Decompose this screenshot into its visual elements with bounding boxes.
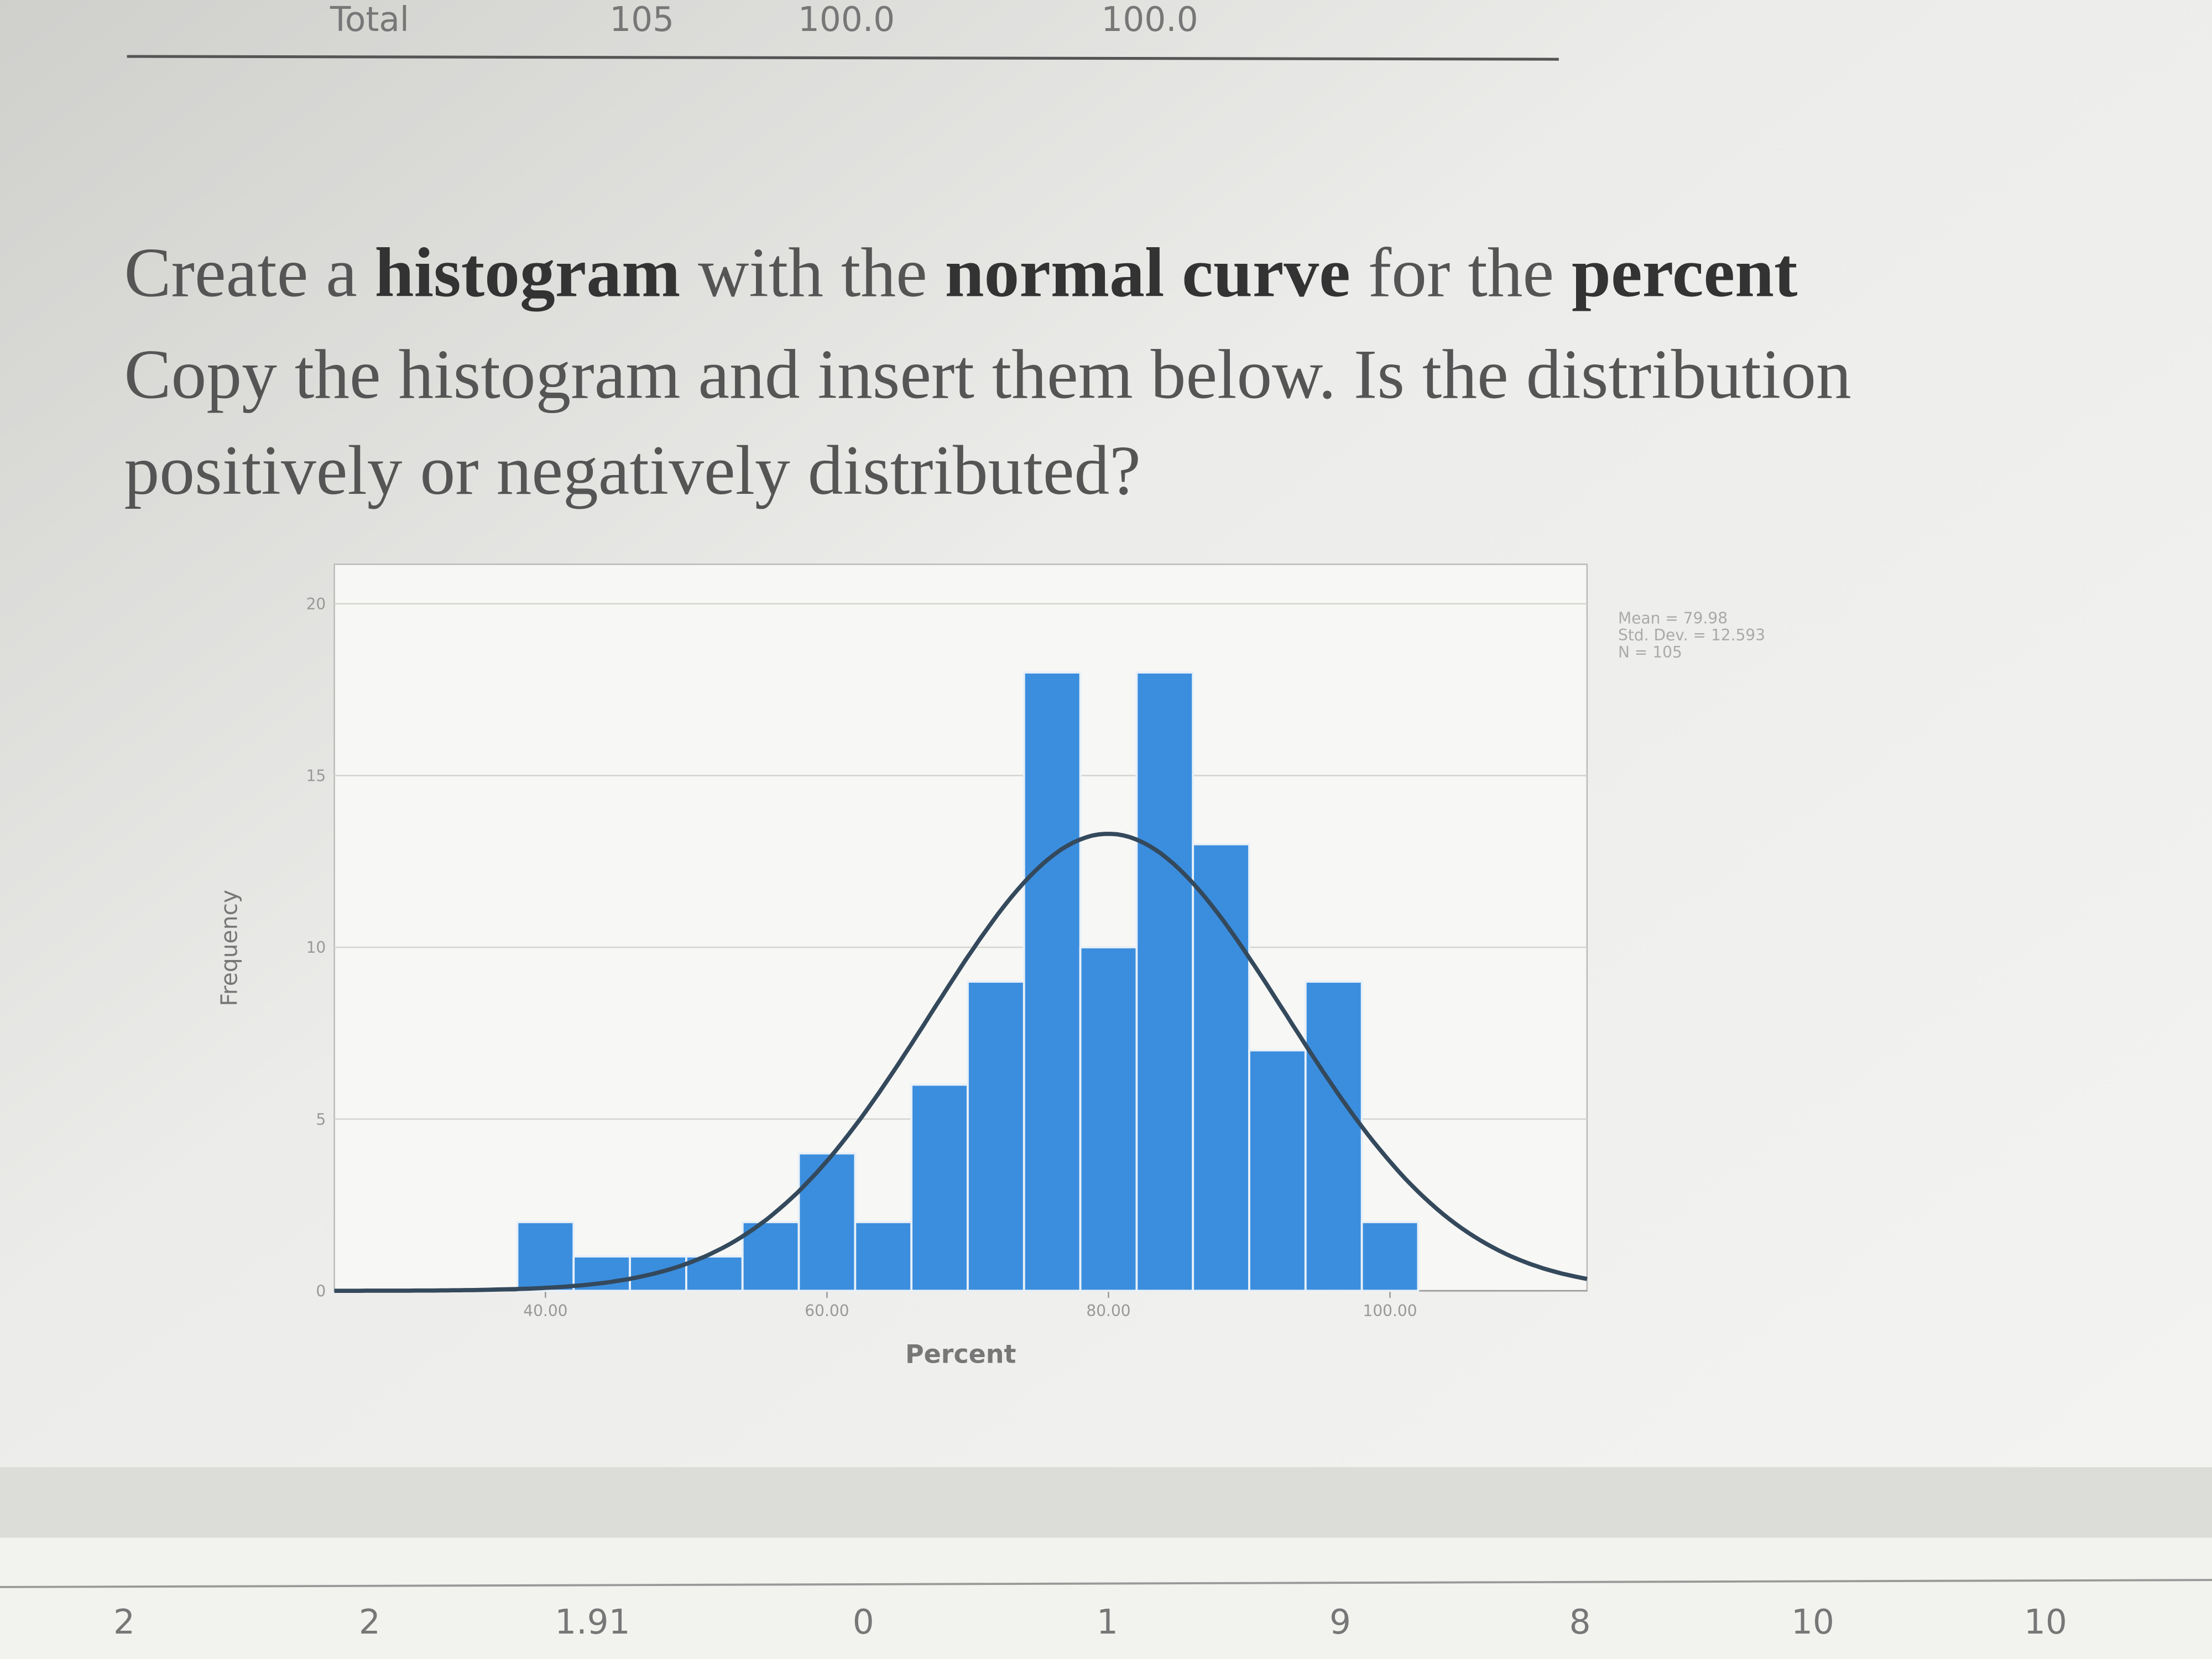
table-rule [127,55,1559,61]
question-text: for the [1350,233,1572,312]
question-line: Create a histogram with the normal curve… [124,233,1797,312]
table-cell: 1 [1097,1603,1118,1642]
table-cell: 0 [853,1603,874,1642]
y-tick-label: 15 [306,767,326,785]
x-axis-label: Percent [905,1339,1016,1369]
question-text: positively or negatively distributed? [124,431,1140,509]
table-cell: 100.0 [1101,0,1198,39]
y-tick-label: 5 [316,1110,326,1129]
table-cell: 2 [113,1603,135,1642]
histogram-bar [967,980,1025,1292]
table-cell: 10 [1791,1603,1834,1642]
question-text: histogram [375,233,681,312]
histogram-bar [910,1083,969,1292]
histogram-bar [1360,1221,1420,1292]
x-tick-label: 40.00 [523,1302,567,1320]
stats-label: Mean = 79.98 [1618,609,1728,628]
question-line: Copy the histogram and insert them below… [124,335,1851,413]
histogram-bar [797,1152,857,1292]
table-cell: 2 [359,1603,380,1642]
table-cell: 1.91 [555,1603,630,1642]
histogram-bar [1022,671,1082,1292]
y-axis-label: Frequency [216,890,243,1006]
histogram-bar [1079,946,1138,1292]
table-cell: 105 [609,0,674,39]
table-cell: Total [330,0,409,39]
histogram-bar [1304,980,1363,1292]
table-cell: 10 [2024,1603,2067,1642]
stats-label: N = 105 [1618,643,1682,661]
lower-table [0,1537,2212,1659]
x-tick-label: 100.00 [1363,1302,1417,1320]
normal-curve [334,832,1588,1293]
stats-label: Std. Dev. = 12.593 [1618,626,1765,644]
x-tick-label: 80.00 [1086,1302,1130,1320]
table-cell: 9 [1329,1603,1351,1642]
page-gap [0,1467,2212,1538]
histogram-bar [516,1221,575,1292]
y-tick-label: 0 [316,1282,326,1300]
histogram-bar [1248,1049,1307,1292]
question-text: Copy the histogram and insert them below… [124,335,1851,413]
question-text: normal curve [945,233,1350,312]
question-text: with the [680,233,945,312]
histogram-bar [854,1221,913,1292]
question-text: percent [1572,233,1797,312]
table-cell: 100.0 [798,0,895,39]
y-tick-label: 10 [306,938,326,957]
table-cell: 8 [1569,1603,1591,1642]
question-line: positively or negatively distributed? [124,431,1140,509]
histogram-bar [1192,843,1250,1292]
x-tick-label: 60.00 [805,1302,849,1320]
table-rule [0,1579,2212,1588]
y-tick-label: 20 [306,595,326,613]
question-text: Create a [124,233,374,312]
histogram-bar [1135,671,1194,1292]
